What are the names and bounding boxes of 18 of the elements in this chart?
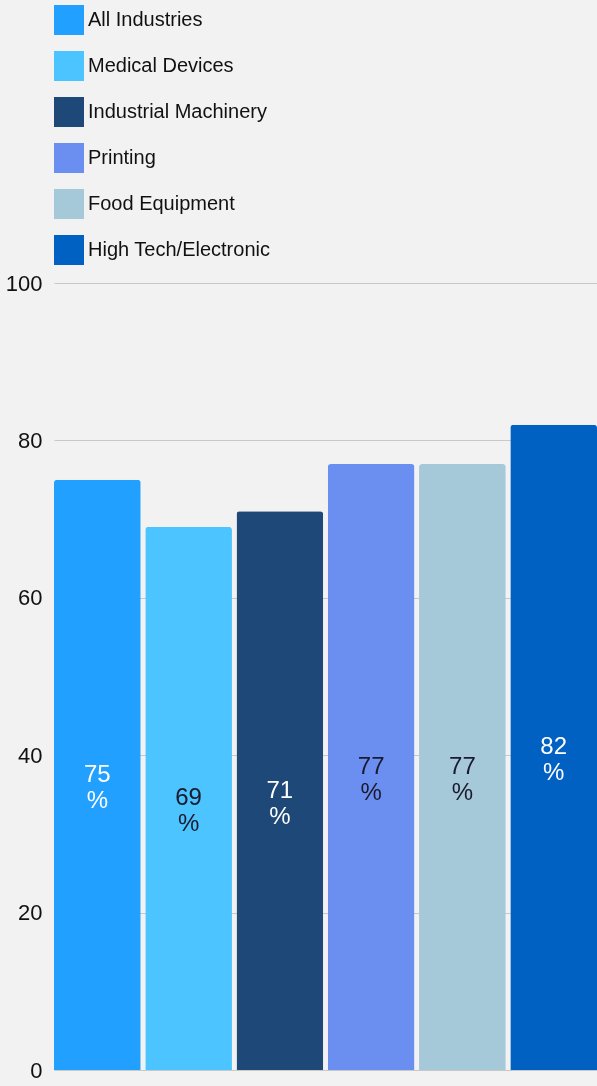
y-tick-label: 80 [18, 427, 43, 453]
legend-label: High Tech/Electronic [88, 238, 270, 260]
legend-label: Medical Devices [88, 54, 234, 76]
data-label: 82 % [540, 732, 567, 786]
data-label: 75 % [84, 759, 111, 813]
legend-label: Printing [88, 146, 156, 168]
data-label: 77 % [357, 752, 385, 806]
y-tick-label: 60 [18, 585, 43, 611]
y-tick-label: 20 [18, 900, 43, 926]
data-label: 69 % [175, 783, 202, 837]
legend-label: All Industries [88, 8, 203, 30]
legend-label: Industrial Machinery [88, 100, 267, 122]
y-tick-label: 0 [30, 1057, 43, 1083]
y-tick-label: 40 [18, 742, 43, 768]
data-label: 77 % [449, 752, 476, 806]
y-tick-label: 100 [5, 270, 43, 296]
data-label: 71 % [266, 775, 294, 829]
legend-label: Food Equipment [88, 192, 236, 214]
